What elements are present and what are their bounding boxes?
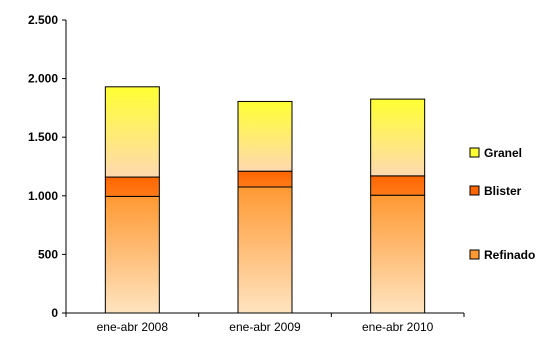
x-tick-label: ene-abr 2010 [362, 320, 434, 334]
legend-swatch-blister [469, 185, 480, 196]
y-tick-label: 0 [51, 306, 58, 320]
x-tick-label: ene-abr 2009 [229, 320, 301, 334]
legend: Granel Blister Refinado [469, 146, 535, 262]
y-tick-label: 1.000 [28, 189, 58, 203]
legend-swatch-refinado [469, 249, 480, 260]
bar-segment-blister [104, 176, 160, 197]
bar-segment-granel [237, 100, 293, 172]
labels: 0 500 1.000 1.500 2.000 2.500 ene-abr 2008 ene-… [28, 13, 434, 334]
bar-segment-granel [370, 98, 426, 177]
legend-label-refinado: Refinado [484, 248, 535, 262]
y-tick-label: 2.000 [28, 72, 58, 86]
legend-label-blister: Blister [484, 184, 522, 198]
legend-swatch-granel [469, 147, 480, 158]
legend-label-granel: Granel [484, 146, 522, 160]
bars [104, 86, 426, 314]
x-tick-label: ene-abr 2008 [97, 320, 169, 334]
bar-segment-blister [370, 175, 426, 196]
y-tick-label: 1.500 [28, 130, 58, 144]
bar-segment-refinado [237, 186, 293, 314]
y-tick-label: 2.500 [28, 13, 58, 27]
bar-segment-refinado [104, 195, 160, 314]
bar-segment-granel [104, 86, 160, 178]
bar-segment-refinado [370, 194, 426, 314]
bar-segment-blister [237, 170, 293, 188]
y-tick-label: 500 [38, 247, 58, 261]
